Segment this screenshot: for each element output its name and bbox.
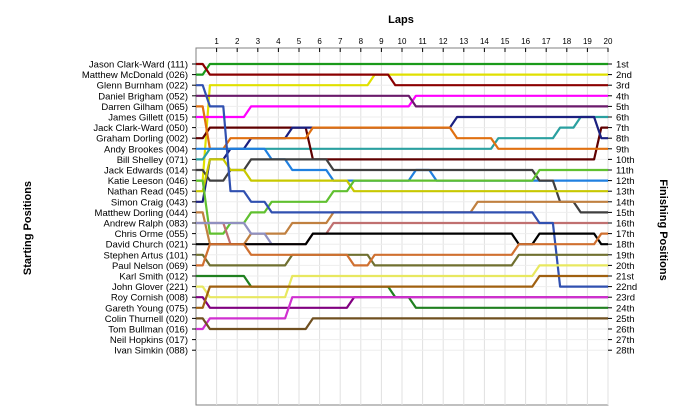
finishing-position-label: 4th: [616, 91, 629, 102]
finishing-position-label: 12th: [616, 176, 635, 187]
x-tick-label: 5: [297, 37, 302, 46]
series-line: [196, 105, 608, 150]
series-line: [196, 62, 608, 76]
finishing-position-label: 26th: [616, 325, 635, 336]
finishing-position-label: 7th: [616, 123, 629, 134]
starting-position-label: Darren Gilham (065): [101, 102, 188, 113]
finishing-position-label: 19th: [616, 250, 635, 261]
finishing-position-label: 10th: [616, 155, 635, 166]
starting-position-label: Simon Craig (043): [111, 197, 188, 208]
starting-position-label: Katie Leeson (046): [108, 176, 188, 187]
finishing-position-label: 3rd: [616, 81, 630, 92]
x-tick-label: 3: [256, 37, 261, 46]
y-axis-label-left: Starting Positions: [22, 181, 34, 275]
starting-position-label: Daniel Brigham (052): [98, 91, 188, 102]
finishing-position-label: 27th: [616, 335, 635, 346]
x-tick-label: 7: [338, 37, 343, 46]
x-tick-label: 4: [276, 37, 281, 46]
series-line: [196, 221, 279, 246]
starting-position-label: Bill Shelley (071): [117, 155, 188, 166]
x-tick-label: 10: [398, 37, 407, 46]
chart-title: Laps: [388, 14, 414, 26]
y-axis-label-right: Finishing Positions: [657, 179, 669, 280]
series-line: [196, 296, 608, 331]
starting-position-label: Andrew Ralph (083): [104, 219, 189, 230]
finishing-position-label: 1st: [616, 60, 629, 71]
starting-position-label: Paul Nelson (069): [112, 261, 188, 272]
x-tick-label: 14: [480, 37, 489, 46]
starting-position-label: Chris Orme (055): [115, 229, 188, 240]
series-line: [196, 274, 608, 309]
finishing-position-label: 21st: [616, 272, 634, 283]
finishing-position-label: 22nd: [616, 282, 637, 293]
x-tick-label: 2: [235, 37, 240, 46]
series-line: [196, 84, 608, 288]
finishing-position-label: 28th: [616, 346, 635, 357]
starting-position-label: Jason Clark-Ward (111): [89, 60, 188, 71]
series-line: [196, 94, 608, 119]
starting-position-label: Neil Hopkins (017): [110, 335, 188, 346]
x-tick-label: 17: [542, 37, 551, 46]
starting-position-label: Glenn Burnham (022): [97, 81, 188, 92]
starting-position-label: Andy Brookes (004): [104, 144, 188, 155]
starting-position-label: Graham Dorling (002): [96, 134, 188, 145]
finishing-position-label: 14th: [616, 197, 635, 208]
starting-position-label: Jack Edwards (014): [104, 166, 188, 177]
series-line: [196, 232, 608, 267]
x-tick-label: 6: [317, 37, 322, 46]
starting-position-label: Nathan Read (045): [107, 187, 188, 198]
x-tick-label: 12: [439, 37, 448, 46]
series-line: [196, 253, 608, 267]
starting-position-label: Tom Bullman (016): [108, 325, 188, 336]
starting-position-label: Gareth Young (075): [105, 303, 188, 314]
starting-position-label: Roy Cornish (008): [111, 293, 188, 304]
x-tick-label: 11: [418, 37, 427, 46]
plot-area: 1 2 3 4 5 6 7 8 9 10 11 12 13 14 15 16 17 18 19 201st2nd3rd…: [82, 37, 637, 406]
x-tick-label: 13: [459, 37, 468, 46]
finishing-position-label: 23rd: [616, 293, 635, 304]
starting-position-label: Ivan Simkin (088): [114, 346, 188, 357]
starting-position-label: Matthew Dorling (044): [95, 208, 188, 219]
starting-position-label: Jack Clark-Ward (050): [93, 123, 188, 134]
finishing-position-label: 25th: [616, 314, 635, 325]
finishing-position-label: 9th: [616, 144, 629, 155]
finishing-position-label: 13th: [616, 187, 635, 198]
series-line: [196, 126, 608, 161]
x-tick-label: 9: [379, 37, 384, 46]
series-line: [196, 62, 608, 87]
starting-position-label: James Gillett (015): [108, 113, 188, 124]
x-tick-label: 16: [521, 37, 530, 46]
starting-position-label: David Church (021): [106, 240, 188, 251]
series-line: [196, 232, 608, 246]
finishing-position-label: 16th: [616, 219, 635, 230]
finishing-position-label: 11th: [616, 166, 634, 177]
starting-position-label: Colin Thurnell (020): [105, 314, 188, 325]
x-tick-label: 18: [562, 37, 571, 46]
starting-position-label: Karl Smith (012): [119, 272, 188, 283]
x-tick-label: 19: [583, 37, 592, 46]
starting-position-label: Stephen Artus (101): [104, 250, 189, 261]
series-line: [196, 94, 608, 108]
finishing-position-label: 20th: [616, 261, 635, 272]
series-line: [196, 317, 608, 331]
starting-position-label: Matthew McDonald (026): [82, 70, 188, 81]
finishing-position-label: 17th: [616, 229, 635, 240]
finishing-position-label: 5th: [616, 102, 629, 113]
x-tick-label: 15: [501, 37, 510, 46]
x-tick-label: 1: [214, 37, 219, 46]
series-line: [196, 264, 608, 299]
finishing-position-label: 8th: [616, 134, 629, 145]
finishing-position-label: 15th: [616, 208, 635, 219]
finishing-position-label: 2nd: [616, 70, 632, 81]
finishing-position-label: 18th: [616, 240, 635, 251]
x-tick-label: 20: [604, 37, 613, 46]
finishing-position-label: 6th: [616, 113, 629, 124]
starting-position-label: John Glover (221): [112, 282, 188, 293]
finishing-position-label: 24th: [616, 303, 635, 314]
x-tick-label: 8: [359, 37, 364, 46]
